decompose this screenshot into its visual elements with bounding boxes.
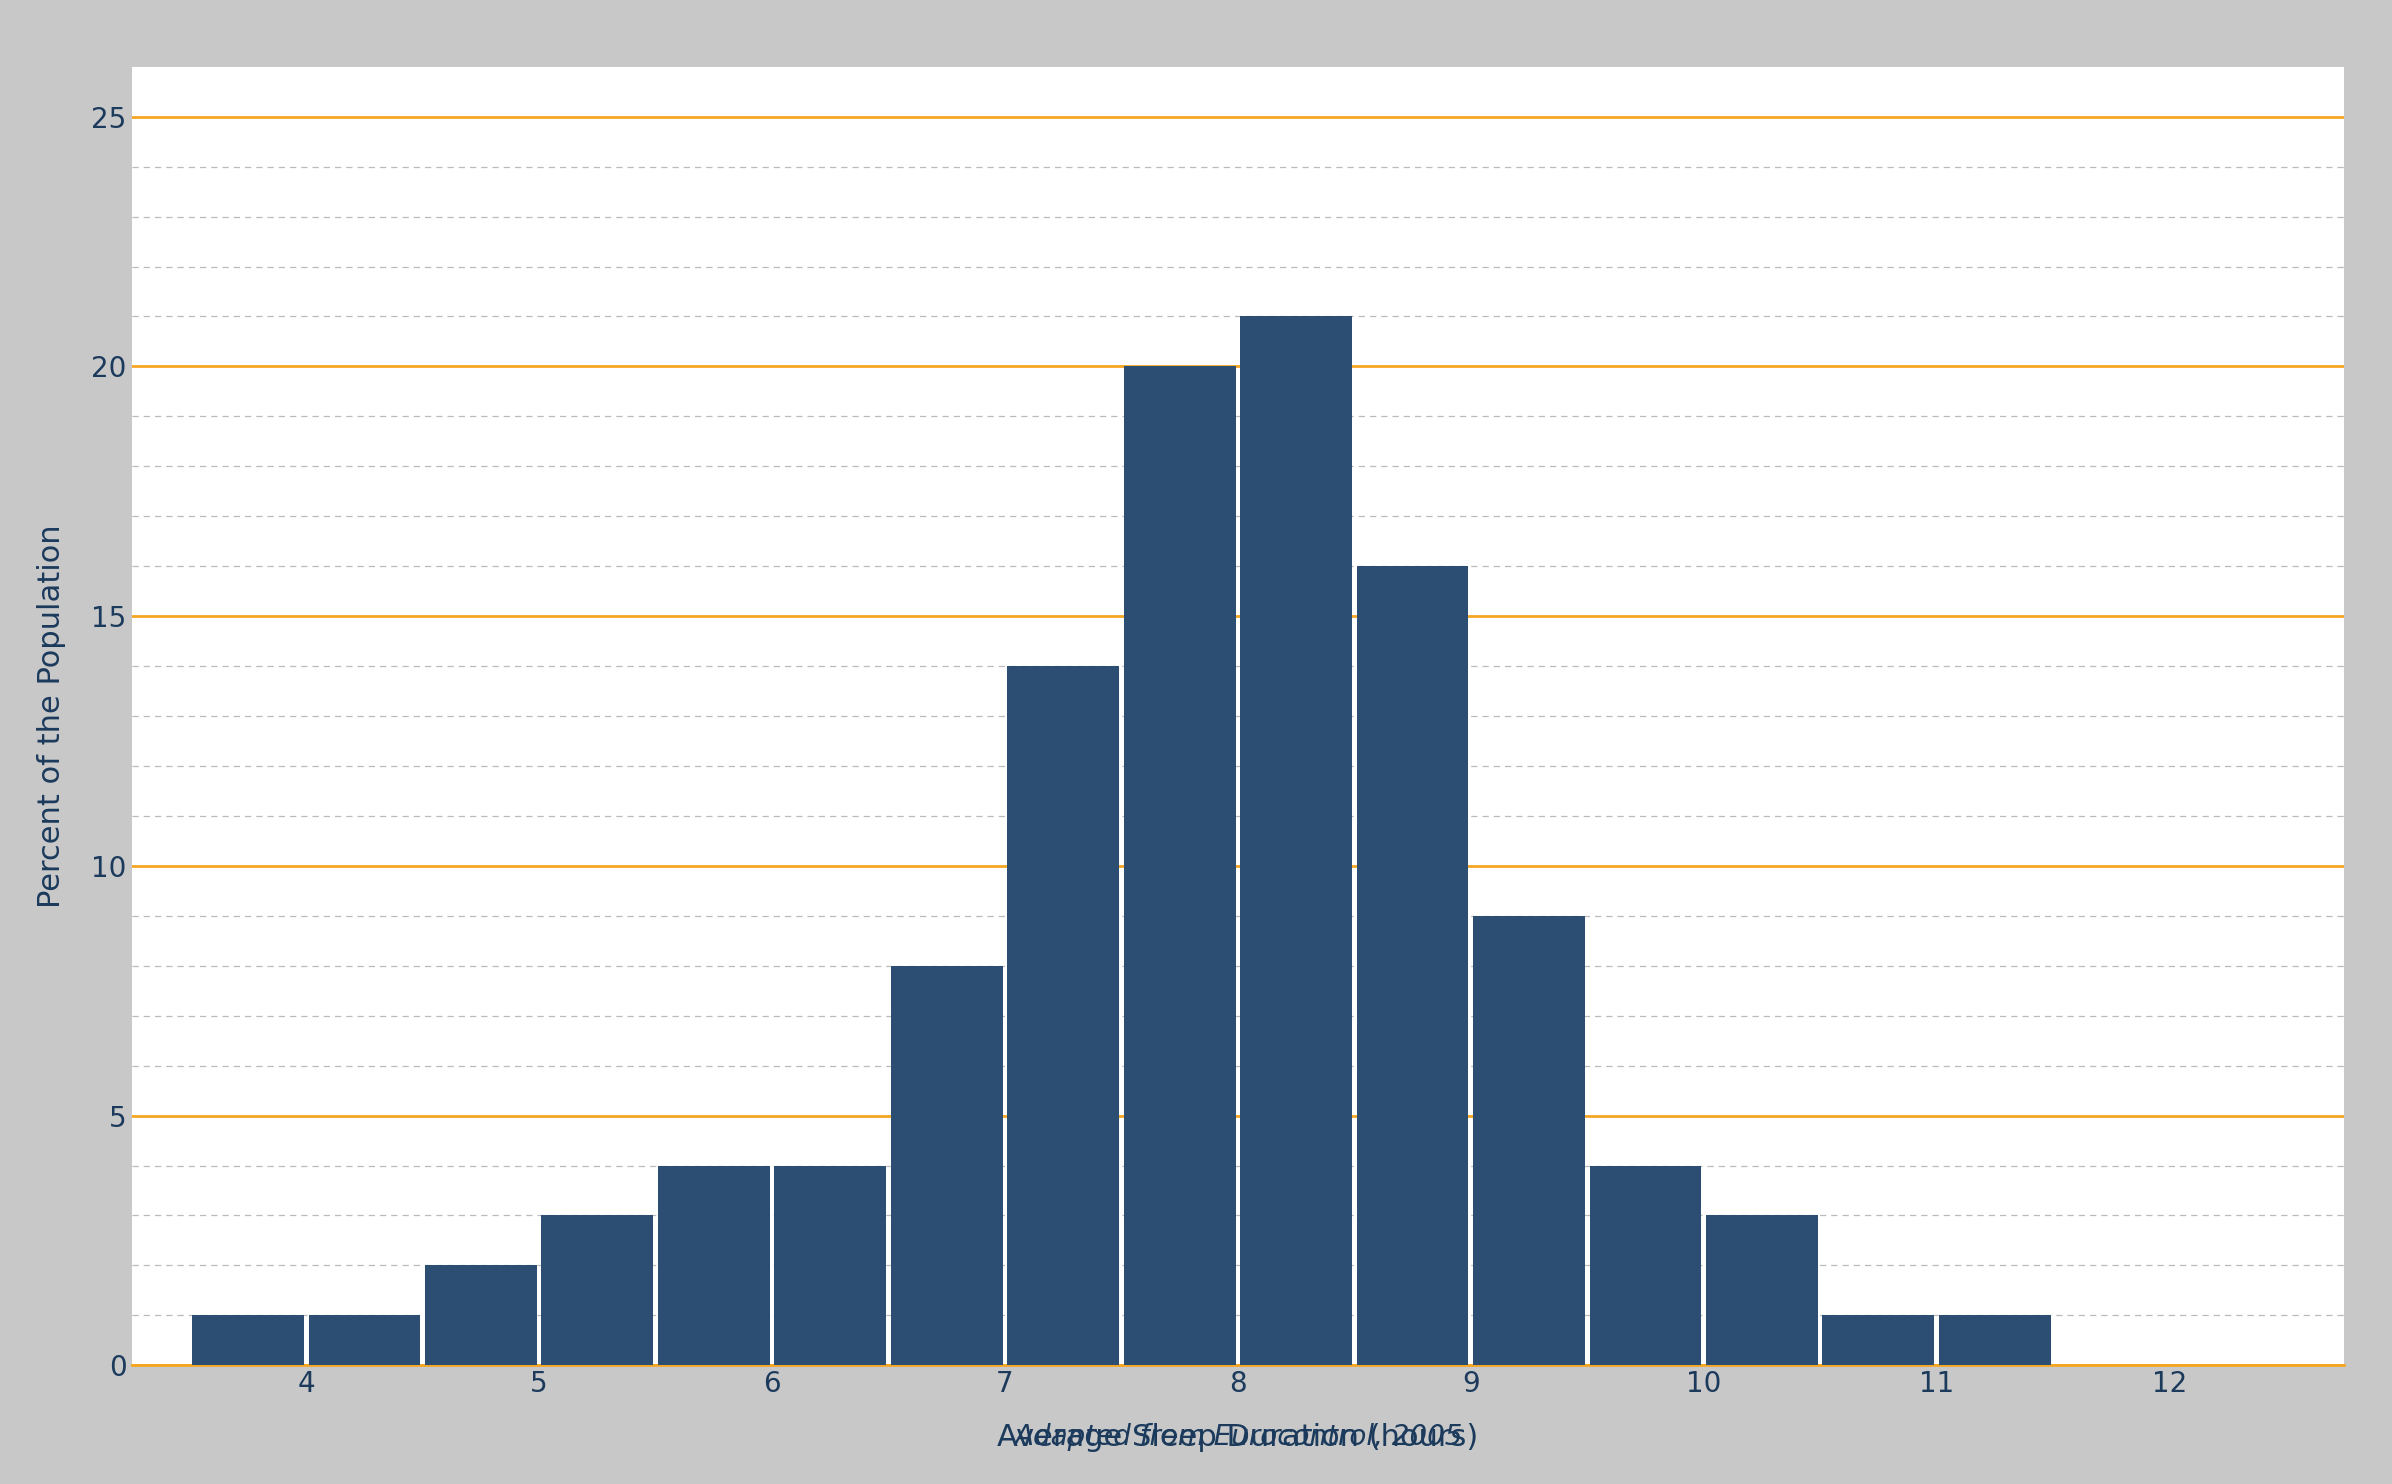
Bar bbox=[191, 1315, 304, 1365]
Bar bbox=[426, 1266, 536, 1365]
Bar bbox=[775, 1165, 885, 1365]
Bar bbox=[1356, 567, 1469, 1365]
Y-axis label: Percent of the Population: Percent of the Population bbox=[38, 524, 67, 908]
Bar bbox=[890, 966, 1002, 1365]
Bar bbox=[1823, 1315, 1935, 1365]
Bar bbox=[309, 1315, 421, 1365]
Bar bbox=[1940, 1315, 2050, 1365]
Bar bbox=[1007, 666, 1119, 1365]
Bar bbox=[1239, 316, 1351, 1365]
Bar bbox=[658, 1165, 770, 1365]
X-axis label: Average Sleep Duration (hours): Average Sleep Duration (hours) bbox=[997, 1423, 1478, 1453]
Bar bbox=[1705, 1215, 1818, 1365]
Bar bbox=[1473, 916, 1586, 1365]
Bar bbox=[541, 1215, 653, 1365]
Bar bbox=[1124, 367, 1237, 1365]
Text: Adapted from Eurocontrol, 2005: Adapted from Eurocontrol, 2005 bbox=[1014, 1423, 1464, 1450]
Bar bbox=[1591, 1165, 1701, 1365]
